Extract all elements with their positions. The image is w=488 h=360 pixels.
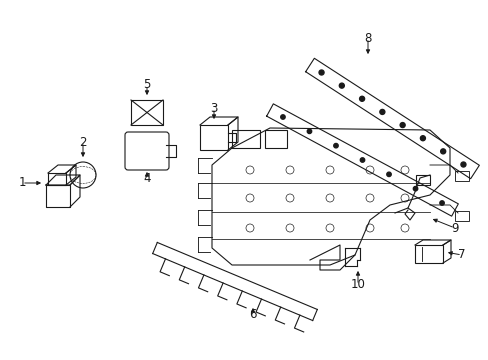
Circle shape (333, 144, 338, 148)
Circle shape (399, 122, 404, 127)
Circle shape (379, 109, 384, 114)
Circle shape (440, 149, 445, 154)
Circle shape (339, 83, 344, 88)
Circle shape (460, 162, 465, 167)
Circle shape (360, 158, 364, 162)
Circle shape (439, 201, 443, 205)
Circle shape (359, 96, 364, 101)
Text: 1: 1 (18, 176, 26, 189)
Text: 10: 10 (350, 279, 365, 292)
Text: 8: 8 (364, 31, 371, 45)
Circle shape (306, 129, 311, 134)
Circle shape (412, 186, 417, 191)
Text: 5: 5 (143, 78, 150, 91)
Text: 3: 3 (210, 102, 217, 114)
Text: 9: 9 (450, 221, 458, 234)
Text: 7: 7 (457, 248, 465, 261)
Circle shape (386, 172, 390, 176)
Circle shape (318, 70, 324, 75)
Circle shape (420, 136, 425, 141)
Text: 2: 2 (79, 135, 86, 148)
Circle shape (280, 115, 285, 119)
Text: 4: 4 (143, 171, 150, 184)
Text: 6: 6 (249, 309, 256, 321)
